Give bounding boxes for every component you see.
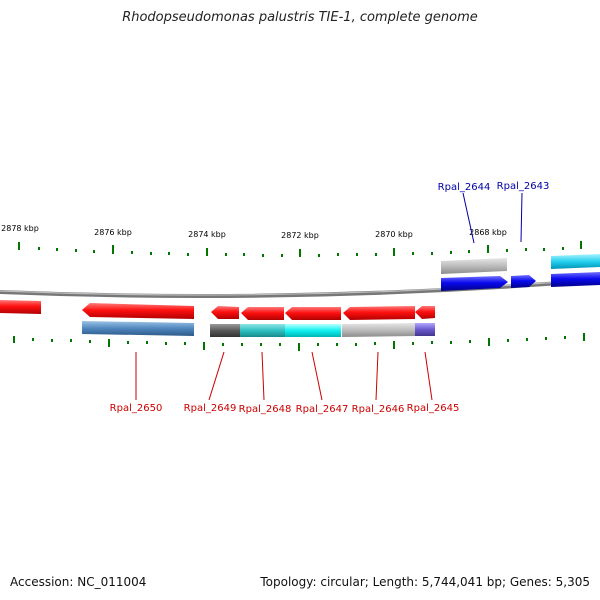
tick-label-2878: 2878 kbp [1, 224, 39, 233]
tick-label-2876: 2876 kbp [94, 228, 132, 237]
tick-label-2868: 2868 kbp [469, 228, 507, 237]
top-label-leaders [462, 192, 523, 244]
gene-arrow-rpal-2650[interactable] [82, 303, 194, 319]
bottom-label-leaders [135, 351, 433, 401]
reverse-strand-genes [0, 300, 435, 337]
gene-label-rpal-2650[interactable]: Rpal_2650 [110, 403, 163, 414]
gene-arrow-next[interactable] [551, 272, 600, 287]
gene-label-rpal-2643[interactable]: Rpal_2643 [497, 181, 550, 192]
gene-category-bar[interactable] [441, 258, 507, 274]
forward-strand-genes [441, 254, 600, 291]
gene-label-rpal-2647[interactable]: Rpal_2647 [296, 404, 349, 415]
gene-arrow-rpal-2649[interactable] [211, 306, 239, 319]
gene-label-rpal-2645[interactable]: Rpal_2645 [407, 403, 460, 414]
gene-arrow-rpal-2647[interactable] [285, 307, 341, 320]
gene-category-bar[interactable] [82, 321, 194, 336]
genome-summary-text: Topology: circular; Length: 5,744,041 bp… [260, 575, 590, 589]
gene-category-bar[interactable] [342, 323, 415, 337]
gene-arrow-rpal-2645[interactable] [415, 306, 435, 319]
gene-arrow-rpal-2643[interactable] [511, 275, 536, 288]
gene-arrow-rpal-2646[interactable] [343, 306, 415, 320]
gene-label-rpal-2649[interactable]: Rpal_2649 [184, 403, 237, 414]
accession-text: Accession: NC_011004 [10, 575, 147, 589]
tick-label-2870: 2870 kbp [375, 230, 413, 239]
scale-ticks-upper [18, 241, 582, 257]
gene-label-rpal-2646[interactable]: Rpal_2646 [352, 404, 405, 415]
gene-category-bar[interactable] [415, 323, 435, 336]
gene-category-bar[interactable] [240, 324, 285, 337]
gene-category-bar[interactable] [210, 324, 240, 337]
gene-category-bar[interactable] [551, 254, 600, 269]
map-title: Rhodopseudomonas palustris TIE-1, comple… [122, 10, 478, 25]
tick-label-2872: 2872 kbp [281, 231, 319, 240]
scale-ticks-lower [13, 333, 585, 351]
tick-label-2874: 2874 kbp [188, 230, 226, 239]
gene-arrow-left-edge[interactable] [0, 300, 41, 314]
gene-arrow-rpal-2644[interactable] [441, 276, 508, 291]
gene-category-bar[interactable] [285, 324, 341, 337]
gene-arrow-rpal-2648[interactable] [241, 307, 284, 320]
gene-label-rpal-2644[interactable]: Rpal_2644 [438, 182, 491, 193]
gene-label-rpal-2648[interactable]: Rpal_2648 [239, 404, 292, 415]
